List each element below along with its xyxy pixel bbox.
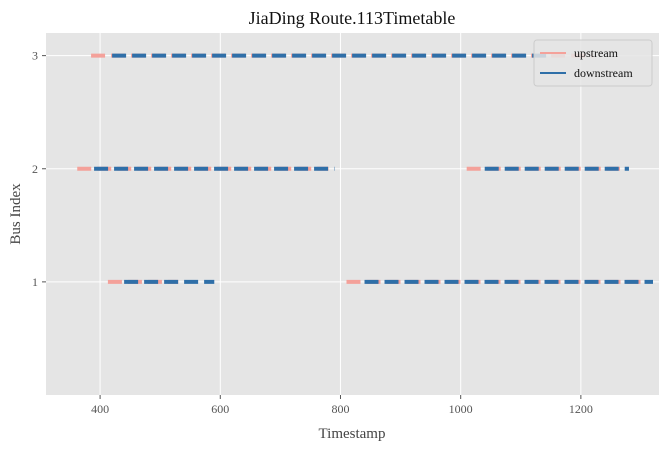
x-tick-label: 800: [331, 402, 349, 416]
y-tick-label: 2: [32, 162, 38, 176]
x-axis-label: Timestamp: [319, 426, 386, 442]
y-tick-label: 1: [32, 275, 38, 289]
legend-label-downstream: downstream: [574, 66, 633, 80]
data-series: [77, 53, 653, 284]
y-tick-label: 3: [32, 49, 38, 63]
y-axis-label: Bus Index: [8, 183, 24, 245]
legend-label-upstream: upstream: [574, 46, 619, 60]
x-tick-label: 400: [91, 402, 109, 416]
legend-box: [533, 39, 653, 87]
axis-ticks: 400 600 800 1000 1200 1 2 3: [32, 49, 593, 416]
legend: upstream downstream: [533, 39, 653, 87]
chart-title: JiaDing Route.113Timetable: [249, 8, 456, 28]
x-tick-label: 1000: [449, 402, 473, 416]
plot-background: [46, 33, 659, 395]
x-tick-label: 1200: [569, 402, 593, 416]
x-tick-label: 600: [211, 402, 229, 416]
